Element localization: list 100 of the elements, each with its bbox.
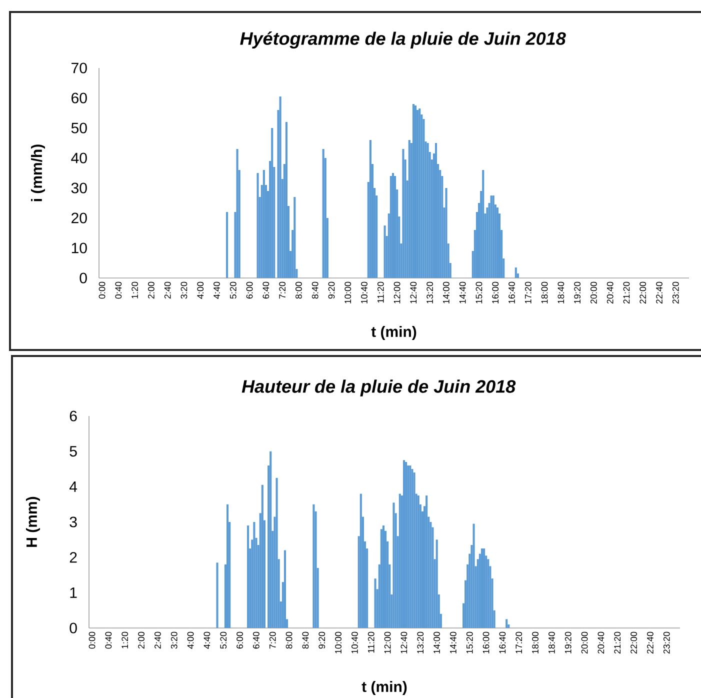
x-tick-label: 15:20 — [466, 632, 473, 654]
y-tick-label: 1 — [70, 588, 77, 598]
x-tick-label: 16:40 — [508, 282, 515, 304]
bar — [256, 172, 259, 278]
bar — [384, 225, 386, 278]
x-tick-label: 8:40 — [312, 282, 318, 299]
x-tick-label: 12:00 — [384, 632, 391, 654]
x-tick-label: 12:40 — [410, 282, 417, 304]
x-tick-label: 16:00 — [492, 282, 499, 304]
x-tick-label: 8:00 — [286, 632, 292, 649]
bar — [271, 128, 274, 278]
x-tick-label: 10:00 — [335, 632, 342, 654]
x-tick-label: 9:20 — [328, 282, 335, 299]
x-tick-label: 20:40 — [598, 632, 604, 654]
x-tick-label: 14:40 — [450, 632, 456, 654]
x-tick-label: 14:40 — [459, 282, 466, 304]
x-tick-label: 20:40 — [606, 282, 614, 304]
y-tick-label: 6 — [70, 410, 77, 422]
bar — [236, 148, 238, 278]
x-tick-label: 3:20 — [170, 632, 178, 649]
x-tick-label: 12:00 — [394, 282, 400, 304]
bar — [285, 122, 288, 278]
bar — [392, 172, 394, 278]
x-tick-label: 2:40 — [164, 282, 171, 299]
bar — [374, 578, 376, 628]
x-tick-label: 16:40 — [499, 632, 506, 654]
bar — [394, 176, 396, 278]
x-tick-label: 22:00 — [640, 282, 646, 304]
bar — [270, 451, 272, 628]
y-tick-label: 20 — [72, 212, 87, 224]
x-tick-label: 20:00 — [581, 632, 588, 654]
y-tick-label: 10 — [72, 242, 87, 254]
x-tick-label: 22:00 — [630, 632, 637, 654]
bar — [487, 559, 490, 628]
bar — [322, 148, 324, 278]
x-tick-label: 21:20 — [614, 632, 621, 654]
y-tick-label: 3 — [70, 516, 77, 528]
x-axis-title: t (min) — [362, 681, 407, 695]
x-tick-label: 19:20 — [564, 632, 572, 654]
x-tick-label: 0:00 — [88, 632, 96, 649]
y-tick-label: 70 — [72, 62, 87, 74]
bar — [382, 526, 385, 628]
x-tick-label: 20:00 — [590, 282, 597, 304]
x-tick-label: 1:20 — [132, 282, 138, 298]
bar — [486, 207, 488, 278]
bar — [312, 504, 315, 628]
bar — [369, 140, 372, 278]
x-tick-label: 4:00 — [197, 282, 204, 299]
x-tick-label: 19:20 — [574, 282, 580, 304]
bar — [216, 562, 218, 628]
x-tick-label: 4:40 — [214, 282, 220, 299]
x-tick-label: 6:40 — [253, 632, 260, 649]
bar — [506, 619, 508, 628]
chart-title: Hauteur de la pluie de Juin 2018 — [242, 380, 516, 396]
x-tick-label: 12:40 — [400, 632, 408, 654]
x-tick-label: 17:20 — [524, 282, 532, 304]
bar — [472, 524, 475, 628]
x-tick-label: 6:00 — [236, 632, 243, 649]
bar — [426, 496, 428, 628]
x-tick-label: 0:40 — [115, 282, 122, 299]
x-tick-label: 6:00 — [246, 282, 253, 299]
x-tick-label: 17:20 — [516, 632, 522, 654]
x-tick-label: 0:00 — [98, 282, 106, 299]
bar — [276, 478, 278, 628]
x-tick-label: 5:20 — [230, 282, 236, 299]
x-tick-label: 13:20 — [417, 632, 424, 654]
bar — [294, 196, 296, 278]
bar — [413, 472, 416, 628]
x-axis-title: t (min) — [371, 326, 416, 340]
x-tick-label: 11:20 — [368, 632, 374, 653]
bar — [445, 188, 448, 278]
x-tick-label: 14:00 — [443, 282, 450, 304]
x-tick-label: 3:20 — [180, 282, 188, 299]
x-tick-label: 23:20 — [672, 282, 679, 304]
y-tick-label: 0 — [80, 272, 87, 284]
y-tick-label: 2 — [70, 552, 77, 563]
x-tick-label: 1:20 — [122, 632, 128, 648]
x-tick-label: 0:40 — [105, 632, 112, 649]
x-tick-label: 22:40 — [656, 282, 662, 304]
x-tick-label: 2:40 — [154, 632, 161, 649]
bar — [226, 504, 229, 628]
bar — [482, 170, 484, 278]
y-tick-label: 40 — [71, 152, 87, 164]
bar — [380, 529, 382, 628]
bar — [360, 494, 362, 628]
x-tick-label: 23:20 — [663, 632, 670, 654]
bar — [390, 176, 392, 278]
y-tick-label: 5 — [70, 446, 77, 457]
bar — [284, 550, 286, 628]
bar — [436, 540, 438, 628]
y-tick-label: 0 — [70, 622, 77, 634]
bar — [402, 148, 404, 278]
x-tick-label: 4:00 — [187, 632, 194, 649]
x-tick-label: 2:00 — [138, 632, 144, 649]
bar — [261, 484, 264, 628]
x-tick-label: 7:20 — [269, 632, 276, 649]
x-tick-label: 9:20 — [318, 632, 326, 649]
x-tick-label: 8:40 — [302, 632, 309, 649]
y-tick-label: 60 — [72, 92, 87, 104]
bar — [408, 140, 410, 278]
